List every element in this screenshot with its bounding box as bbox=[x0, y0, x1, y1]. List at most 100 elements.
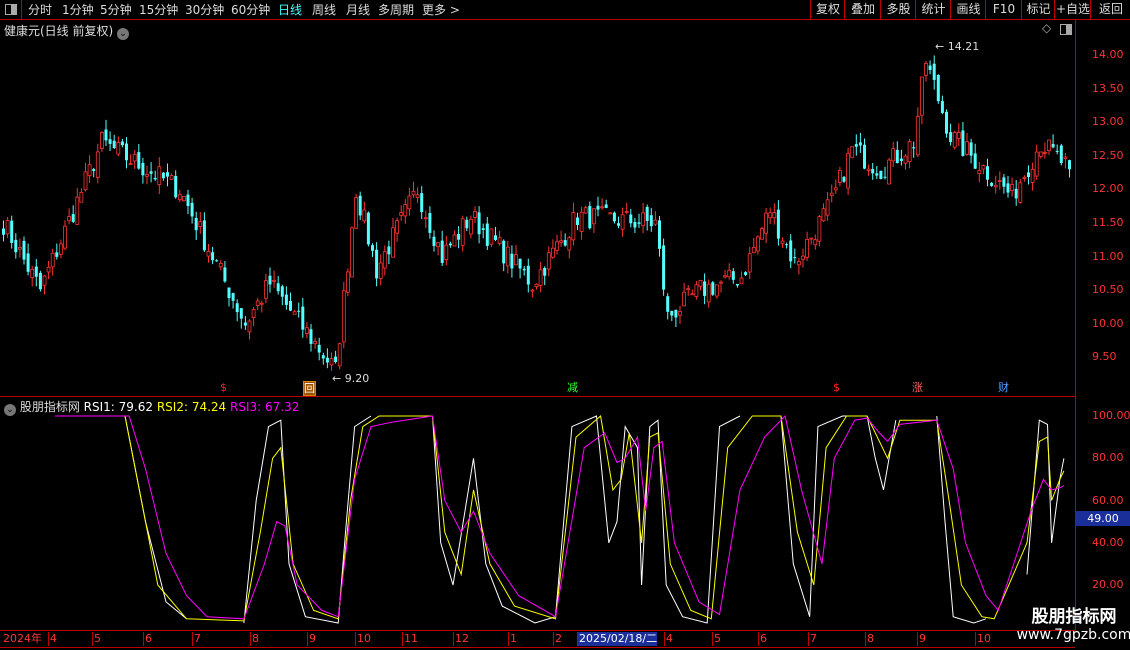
candle-body bbox=[854, 144, 858, 147]
candle-body bbox=[63, 225, 67, 249]
candle-body bbox=[727, 269, 732, 278]
time-axis-label: 4 bbox=[664, 632, 673, 646]
period-tab-8[interactable]: 月线 bbox=[346, 3, 371, 17]
candle-body bbox=[891, 148, 896, 162]
time-axis-label: 6 bbox=[143, 632, 152, 646]
candle-body bbox=[1018, 182, 1023, 203]
candle-body bbox=[313, 341, 318, 345]
toolbar-button-4[interactable]: 画线 bbox=[950, 0, 986, 19]
candle-body bbox=[104, 129, 108, 141]
chart-canvas[interactable]: ← 14.21 ← 9.20 bbox=[0, 0, 1075, 630]
candle-body bbox=[1051, 143, 1055, 148]
candle-body bbox=[793, 257, 797, 259]
candle-body bbox=[723, 275, 727, 278]
toolbar-button-6[interactable]: 标记 bbox=[1021, 0, 1055, 19]
candle-body bbox=[534, 283, 539, 288]
indicator-legend: ⌄ 股朋指标网 RSI1: 79.62 RSI2: 74.24 RSI3: 67… bbox=[4, 398, 299, 416]
candle-body bbox=[576, 217, 579, 225]
candle-body bbox=[915, 116, 920, 156]
toolbar-button-5[interactable]: F10 bbox=[985, 0, 1022, 19]
event-marker[interactable]: 回 bbox=[303, 381, 316, 396]
period-tab-7[interactable]: 周线 bbox=[312, 3, 337, 17]
time-axis-label: 12 bbox=[453, 632, 469, 646]
candle-body bbox=[34, 266, 38, 277]
watermark-url: www.7gpzb.com bbox=[1016, 627, 1130, 643]
candle-body bbox=[583, 207, 588, 214]
candle-body bbox=[608, 212, 613, 215]
candle-body bbox=[973, 153, 977, 169]
candle-body bbox=[949, 132, 953, 142]
rsi-line-rsi3 bbox=[55, 414, 1065, 620]
period-tab-4[interactable]: 30分钟 bbox=[185, 3, 225, 17]
candle-body bbox=[132, 153, 137, 162]
time-axis-label: 2025/02/18/二 bbox=[577, 632, 658, 646]
candle-body bbox=[174, 175, 178, 198]
period-tab-2[interactable]: 5分钟 bbox=[100, 3, 132, 17]
indicator-name[interactable]: 股朋指标网 bbox=[19, 400, 80, 414]
candle-body bbox=[92, 169, 96, 171]
rsi1-value: RSI1: 79.62 bbox=[83, 400, 154, 414]
period-tab-1[interactable]: 1分钟 bbox=[62, 3, 94, 17]
candle-body bbox=[157, 166, 162, 185]
candle-body bbox=[866, 168, 871, 171]
rsi-axis-label: 20.00 bbox=[1092, 578, 1124, 591]
period-tab-5[interactable]: 60分钟 bbox=[231, 3, 271, 17]
chevron-down-icon[interactable]: ⌄ bbox=[117, 28, 130, 40]
candle-body bbox=[67, 216, 71, 222]
candle-body bbox=[887, 159, 891, 185]
period-tab-0[interactable]: 分时 bbox=[28, 3, 53, 17]
candle-body bbox=[899, 158, 903, 162]
time-axis[interactable]: 2024年 4 5 6 7 8 9 10 11 12 1 2 2025/02/18/二 4 5 6 7 8 9 10 bbox=[0, 630, 1075, 648]
toolbar-button-2[interactable]: 多股 bbox=[880, 0, 916, 19]
candle-body bbox=[735, 283, 739, 286]
candle-body bbox=[543, 267, 547, 276]
toolbar-button-1[interactable]: 叠加 bbox=[844, 0, 881, 19]
candle-body bbox=[674, 309, 678, 318]
candle-body bbox=[715, 284, 719, 297]
layout-toggle-button[interactable] bbox=[0, 0, 22, 19]
toolbar-button-0[interactable]: 复权 bbox=[810, 0, 845, 19]
candle-body bbox=[838, 170, 842, 183]
candle-body bbox=[694, 284, 699, 297]
diamond-icon[interactable]: ◇ bbox=[1042, 21, 1052, 35]
period-tab-9[interactable]: 多周期 bbox=[378, 3, 415, 17]
candle-body bbox=[932, 63, 936, 80]
candle-body bbox=[760, 228, 764, 240]
candle-body bbox=[399, 212, 404, 216]
candle-body bbox=[423, 217, 428, 220]
toolbar-button-8[interactable]: 返回 bbox=[1090, 0, 1130, 19]
rsi-axis-label: 80.00 bbox=[1092, 451, 1124, 465]
candle-body bbox=[637, 222, 641, 224]
event-marker[interactable]: $ bbox=[220, 381, 227, 394]
stock-title[interactable]: 健康元(日线 前复权) ⌄ bbox=[4, 22, 130, 40]
cursor-value-label: 49.00 bbox=[1076, 511, 1130, 526]
event-marker[interactable]: $ bbox=[833, 381, 840, 394]
panel-divider[interactable] bbox=[0, 396, 1075, 397]
candle-body bbox=[465, 219, 469, 229]
candle-body bbox=[903, 155, 908, 164]
toolbar-button-7[interactable]: +自选 bbox=[1054, 0, 1091, 19]
candle-body bbox=[1006, 183, 1010, 193]
candle-body bbox=[227, 287, 231, 299]
candle-body bbox=[112, 140, 116, 148]
period-tab-3[interactable]: 15分钟 bbox=[139, 3, 179, 17]
candle-body bbox=[231, 293, 235, 301]
rsi2-value: RSI2: 74.24 bbox=[156, 400, 227, 414]
event-marker[interactable]: 财 bbox=[998, 381, 1009, 394]
toolbar-button-3[interactable]: 统计 bbox=[915, 0, 951, 19]
period-tab-6[interactable]: 日线 bbox=[278, 3, 303, 17]
candle-body bbox=[502, 240, 506, 264]
event-marker[interactable]: 减 bbox=[567, 381, 578, 394]
candle-body bbox=[744, 272, 748, 276]
candle-body bbox=[981, 165, 986, 170]
candle-body bbox=[530, 289, 535, 292]
candle-body bbox=[42, 275, 47, 286]
panel-toggle-icon[interactable] bbox=[1060, 24, 1072, 35]
candle-body bbox=[747, 253, 752, 273]
chevron-down-icon[interactable]: ⌄ bbox=[4, 404, 16, 416]
period-tab-10[interactable]: 更多 > bbox=[422, 3, 460, 17]
event-marker[interactable]: 涨 bbox=[912, 381, 923, 394]
candle-body bbox=[268, 275, 272, 285]
candle-body bbox=[46, 266, 51, 273]
candle-body bbox=[407, 195, 412, 210]
